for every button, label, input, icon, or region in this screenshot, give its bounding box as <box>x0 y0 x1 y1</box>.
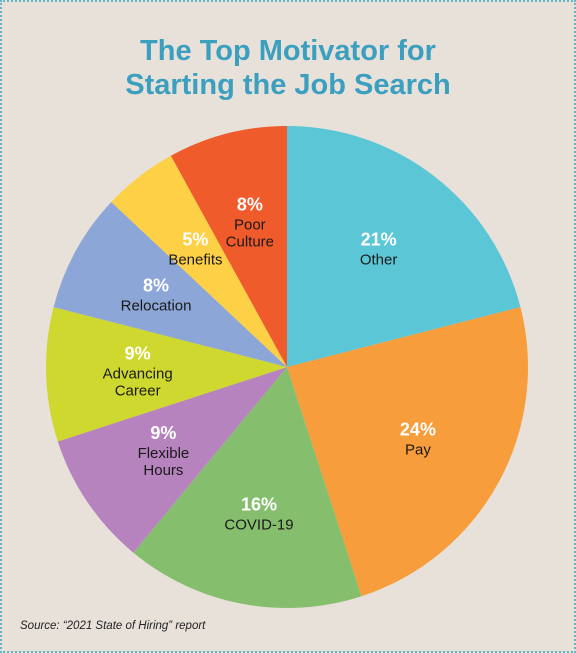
pie-slice-benefits <box>111 155 287 367</box>
pie-category-label-advancing-career: Career <box>115 383 161 400</box>
pie-value-label-other: 21% <box>361 229 397 249</box>
pie-slice-poor-culture <box>170 126 287 367</box>
pie-category-label-poor-culture: Poor <box>234 216 266 233</box>
pie-slices <box>46 126 528 608</box>
pie-slice-flexible-hours <box>57 367 287 553</box>
pie-category-label-pay: Pay <box>405 441 431 458</box>
pie-value-label-pay: 24% <box>400 419 436 439</box>
pie-value-label-relocation: 8% <box>143 276 169 296</box>
pie-value-label-flexible-hours: 9% <box>150 423 176 443</box>
pie-value-label-advancing-career: 9% <box>125 344 151 364</box>
pie-category-label-benefits: Benefits <box>168 251 222 268</box>
pie-slice-relocation <box>53 202 287 367</box>
pie-category-label-poor-culture: Culture <box>226 233 274 250</box>
pie-category-label-advancing-career: Advancing <box>103 366 173 383</box>
pie-labels: 21% Other 24% Pay 16% COVID-19 9% FlexibleHours… <box>103 194 436 533</box>
pie-slice-advancing-career <box>46 307 287 442</box>
pie-value-label-poor-culture: 8% <box>237 194 263 214</box>
chart-title-line-2: Starting the Job Search <box>125 69 451 101</box>
pie-value-label-benefits: 5% <box>182 229 208 249</box>
pie-value-label-covid-19: 16% <box>241 494 277 514</box>
pie-slice-covid-19 <box>133 367 362 608</box>
chart-title-line-1: The Top Motivator for <box>140 35 436 67</box>
pie-slice-other <box>287 126 521 367</box>
pie-category-label-flexible-hours: Flexible <box>138 445 190 462</box>
pie-category-label-covid-19: COVID-19 <box>224 516 293 533</box>
pie-category-label-relocation: Relocation <box>121 298 192 315</box>
pie-slice-pay <box>287 307 528 597</box>
pie-category-label-other: Other <box>360 251 398 268</box>
chart-title: The Top Motivator for Starting the Job S… <box>0 34 576 102</box>
source-note: Source: “2021 State of Hiring” report <box>20 620 206 632</box>
pie-category-label-flexible-hours: Hours <box>143 462 183 479</box>
